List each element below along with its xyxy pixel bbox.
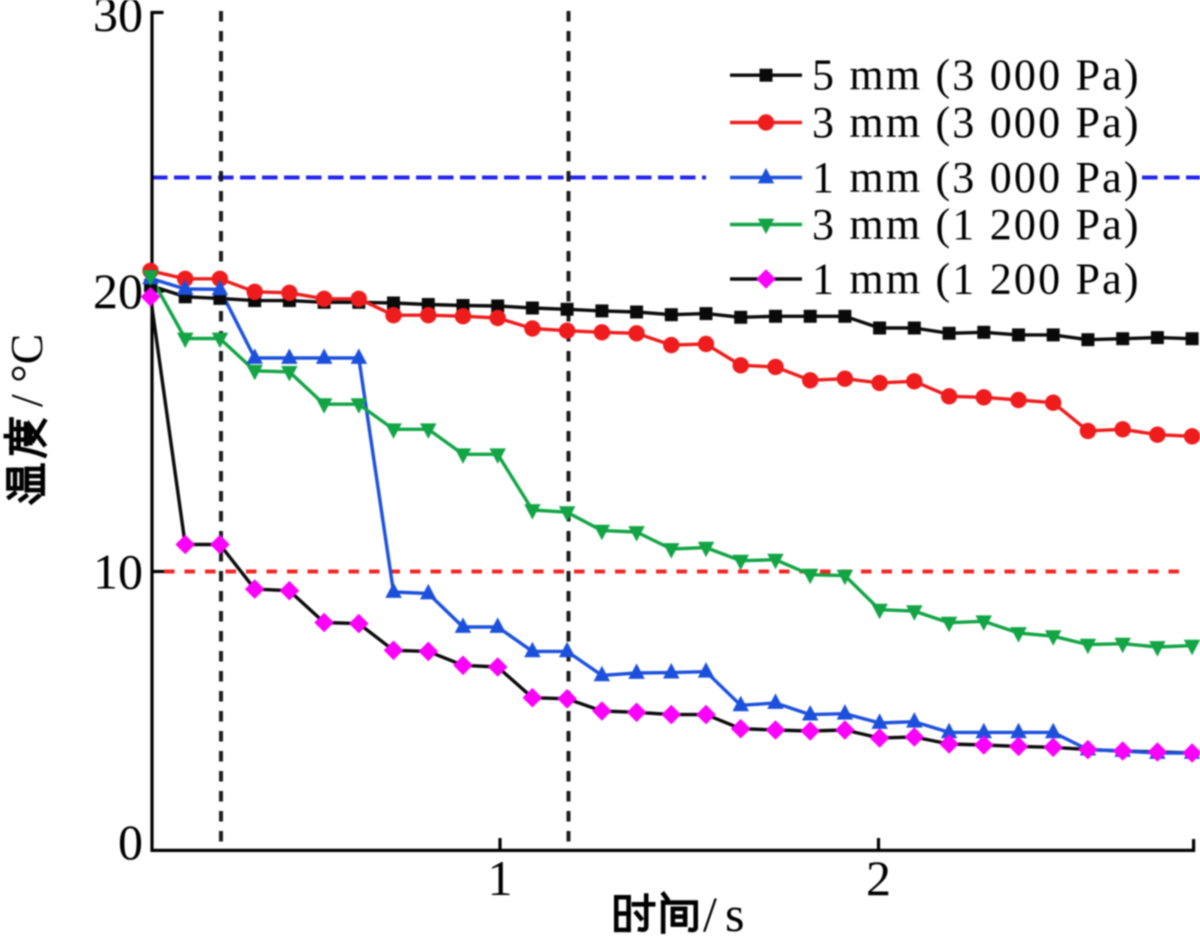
svg-text:/ °C: / °C: [1, 334, 52, 407]
svg-text:s: s: [725, 886, 744, 942]
svg-text:2: 2: [866, 850, 891, 906]
svg-text:1 mm (3 000 Pa): 1 mm (3 000 Pa): [812, 153, 1141, 202]
svg-text:30: 30: [93, 0, 143, 42]
svg-text:1 mm (1 200 Pa): 1 mm (1 200 Pa): [812, 255, 1141, 304]
svg-text:20: 20: [93, 263, 143, 319]
svg-text:/: /: [703, 886, 717, 942]
svg-text:3 mm (3 000 Pa): 3 mm (3 000 Pa): [812, 98, 1141, 147]
svg-text:1: 1: [488, 850, 513, 906]
svg-text:3 mm (1 200 Pa): 3 mm (1 200 Pa): [812, 200, 1141, 249]
svg-text:5 mm (3 000 Pa): 5 mm (3 000 Pa): [812, 51, 1141, 100]
svg-text:0: 0: [118, 814, 143, 870]
svg-text:10: 10: [93, 544, 143, 600]
